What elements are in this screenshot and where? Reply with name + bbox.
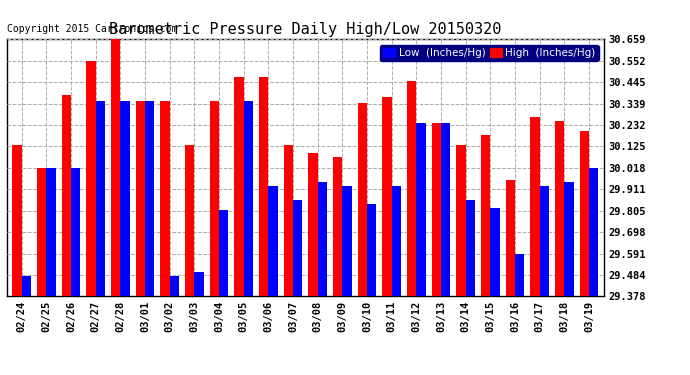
Bar [111, 39, 120, 296]
Title: Barometric Pressure Daily High/Low 20150320: Barometric Pressure Daily High/Low 20150… [109, 22, 502, 37]
Bar [210, 101, 219, 296]
Bar [61, 95, 71, 296]
Bar [555, 122, 564, 296]
Bar [382, 98, 392, 296]
Bar [219, 210, 228, 296]
Bar [293, 200, 302, 296]
Bar [432, 123, 441, 296]
Bar [86, 61, 96, 296]
Bar [160, 101, 170, 296]
Bar [416, 123, 426, 296]
Bar [481, 135, 491, 296]
Bar [185, 146, 195, 296]
Legend: Low  (Inches/Hg), High  (Inches/Hg): Low (Inches/Hg), High (Inches/Hg) [380, 45, 598, 61]
Bar [145, 101, 155, 296]
Bar [441, 123, 451, 296]
Bar [120, 101, 130, 296]
Bar [170, 276, 179, 296]
Bar [235, 77, 244, 296]
Bar [392, 186, 401, 296]
Bar [136, 101, 145, 296]
Bar [333, 158, 342, 296]
Bar [491, 208, 500, 296]
Bar [580, 131, 589, 296]
Bar [367, 204, 376, 296]
Bar [195, 272, 204, 296]
Text: Copyright 2015 Cartronics.com: Copyright 2015 Cartronics.com [7, 24, 177, 34]
Bar [456, 146, 466, 296]
Bar [71, 168, 81, 296]
Bar [342, 186, 352, 296]
Bar [244, 101, 253, 296]
Bar [540, 186, 549, 296]
Bar [284, 146, 293, 296]
Bar [21, 276, 31, 296]
Bar [530, 117, 540, 296]
Bar [37, 168, 46, 296]
Bar [589, 168, 598, 296]
Bar [515, 254, 524, 296]
Bar [506, 180, 515, 296]
Bar [317, 182, 327, 296]
Bar [564, 182, 573, 296]
Bar [357, 104, 367, 296]
Bar [407, 81, 416, 296]
Bar [268, 186, 277, 296]
Bar [466, 200, 475, 296]
Bar [12, 146, 21, 296]
Bar [259, 77, 268, 296]
Bar [46, 168, 56, 296]
Bar [308, 153, 317, 296]
Bar [96, 101, 105, 296]
